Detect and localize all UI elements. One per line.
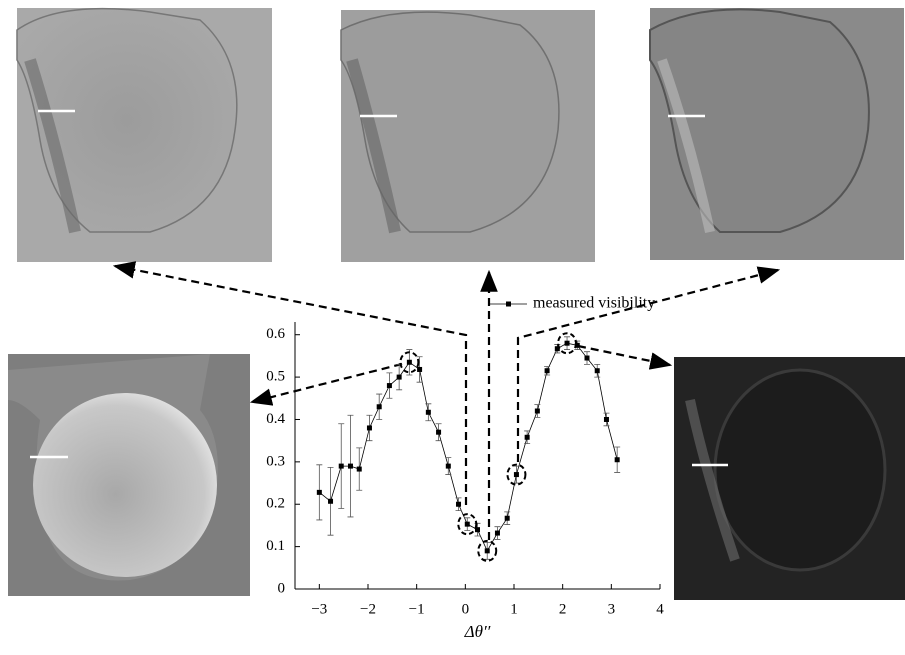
y-tick-label: 0.4 — [266, 411, 285, 427]
image-bottom-right — [674, 357, 905, 600]
y-tick-label: 0.6 — [266, 326, 285, 342]
data-point — [456, 502, 461, 507]
image-top-right — [650, 8, 904, 260]
data-point — [436, 430, 441, 435]
image-top-middle — [341, 10, 595, 262]
data-point — [545, 368, 550, 373]
data-point — [446, 464, 451, 469]
data-point — [397, 375, 402, 380]
data-point — [348, 464, 353, 469]
data-point — [426, 410, 431, 415]
data-point — [495, 531, 500, 536]
data-point — [377, 404, 382, 409]
x-tick-label: 1 — [510, 601, 518, 617]
data-point — [328, 499, 333, 504]
data-point — [514, 472, 519, 477]
data-point — [565, 341, 570, 346]
y-tick-label: 0 — [278, 580, 286, 596]
data-point — [387, 383, 392, 388]
x-tick-label: −2 — [360, 601, 376, 617]
image-bottom-left — [8, 354, 250, 596]
legend-label: measured visibility — [533, 295, 655, 312]
y-tick-label: 0.5 — [266, 369, 285, 385]
data-point — [615, 457, 620, 462]
x-tick-label: 3 — [608, 601, 616, 617]
data-point — [535, 409, 540, 414]
data-point — [339, 464, 344, 469]
figure: 0 0.1 0.2 0.3 0.4 0.5 0.6 −3 −2 −1 0 1 2 3 4 Δθ′′ measur… — [0, 0, 905, 650]
data-point — [357, 467, 362, 472]
arrow — [578, 346, 670, 365]
data-point — [585, 356, 590, 361]
x-tick-label: 2 — [559, 601, 567, 617]
y-tick-label: 0.1 — [266, 538, 285, 554]
x-tick-label: −1 — [409, 601, 425, 617]
image-top-left — [17, 8, 272, 262]
y-tick-label: 0.2 — [266, 496, 285, 512]
legend-marker — [506, 302, 511, 307]
data-point — [604, 417, 609, 422]
x-tick-label: 4 — [656, 601, 664, 617]
data-point — [595, 368, 600, 373]
data-point — [465, 522, 470, 527]
x-tick-label: −3 — [311, 601, 327, 617]
data-point — [525, 435, 530, 440]
data-point — [505, 516, 510, 521]
data-point — [367, 425, 372, 430]
x-axis-label: Δθ′′ — [464, 622, 491, 641]
x-tick-label: 0 — [462, 601, 470, 617]
data-point — [417, 367, 422, 372]
data-point — [485, 548, 490, 553]
data-point — [407, 360, 412, 365]
y-tick-label: 0.3 — [266, 453, 285, 469]
data-point — [317, 490, 322, 495]
